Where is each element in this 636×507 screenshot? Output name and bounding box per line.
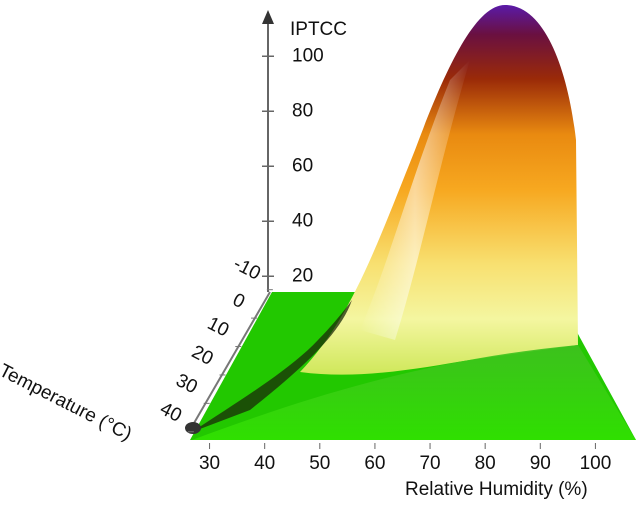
y-tick-label: 30 [172,370,200,398]
x-tick-label: 50 [309,453,330,474]
x-tick-label: 80 [475,453,496,474]
x-tick-label: 100 [580,453,612,474]
surface-highlight [360,60,470,340]
z-tick-label: 20 [292,265,313,286]
x-tick-label: 40 [254,453,275,474]
surface-front [192,345,636,440]
z-axis-arrow [262,10,274,24]
y-tick-label: 40 [157,398,185,426]
z-axis-label: IPTCC [290,19,347,40]
surface-hump [300,5,578,375]
x-tick-label: 60 [364,453,385,474]
y-tick-label: -10 [230,253,264,284]
y-tick-label: 10 [204,313,232,341]
x-tick-label: 30 [199,453,220,474]
x-tick-label: 70 [419,453,440,474]
z-tick-label: 40 [292,210,313,231]
x-axis-label: Relative Humidity (%) [405,479,588,500]
y-tick-label: 0 [229,290,248,314]
y-axis-label: Temperature (°C) [0,360,135,445]
x-tick-label: 90 [530,453,551,474]
z-tick-label: 60 [292,155,313,176]
y-axis [189,291,271,431]
z-tick-label: 80 [292,100,313,121]
axis-origin [185,422,201,434]
z-tick-label: 100 [292,45,324,66]
y-tick-label: 20 [188,342,216,370]
